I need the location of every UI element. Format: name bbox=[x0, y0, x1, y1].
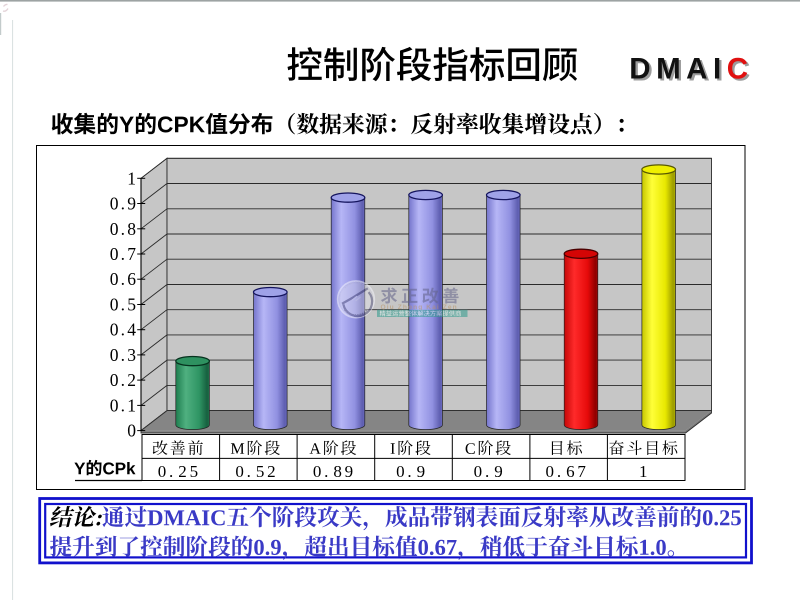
svg-text:1: 1 bbox=[639, 462, 650, 481]
svg-text:0.67: 0. 67 bbox=[546, 462, 589, 481]
svg-text:0: 0 bbox=[127, 421, 138, 441]
svg-text:1: 1 bbox=[127, 168, 138, 188]
svg-text:0.9: 0.9 bbox=[474, 462, 506, 481]
svg-text:DMAIC: DMAIC bbox=[632, 55, 756, 88]
svg-text:0.9: 0.9 bbox=[396, 462, 428, 481]
svg-text:0.7: 0.7 bbox=[110, 244, 138, 264]
svg-text:0.2: 0.2 bbox=[110, 370, 138, 390]
svg-text:0.6: 0.6 bbox=[110, 269, 138, 289]
svg-text:0.52: 0. 52 bbox=[235, 462, 278, 481]
svg-text:0.1: 0.1 bbox=[110, 395, 138, 415]
svg-text:0.4: 0.4 bbox=[110, 320, 138, 340]
svg-text:Qiu Zhong Kai Zen: Qiu Zhong Kai Zen bbox=[381, 304, 458, 311]
svg-text:0.89: 0. 89 bbox=[313, 462, 356, 481]
svg-text:0.9: 0.9 bbox=[110, 194, 138, 214]
svg-text:0.8: 0.8 bbox=[110, 219, 138, 239]
svg-text:DMAIC: DMAIC bbox=[629, 52, 753, 85]
svg-text:0.5: 0.5 bbox=[110, 295, 138, 315]
svg-text:0.25: 0. 25 bbox=[158, 462, 201, 481]
svg-text:0.3: 0.3 bbox=[110, 345, 138, 365]
